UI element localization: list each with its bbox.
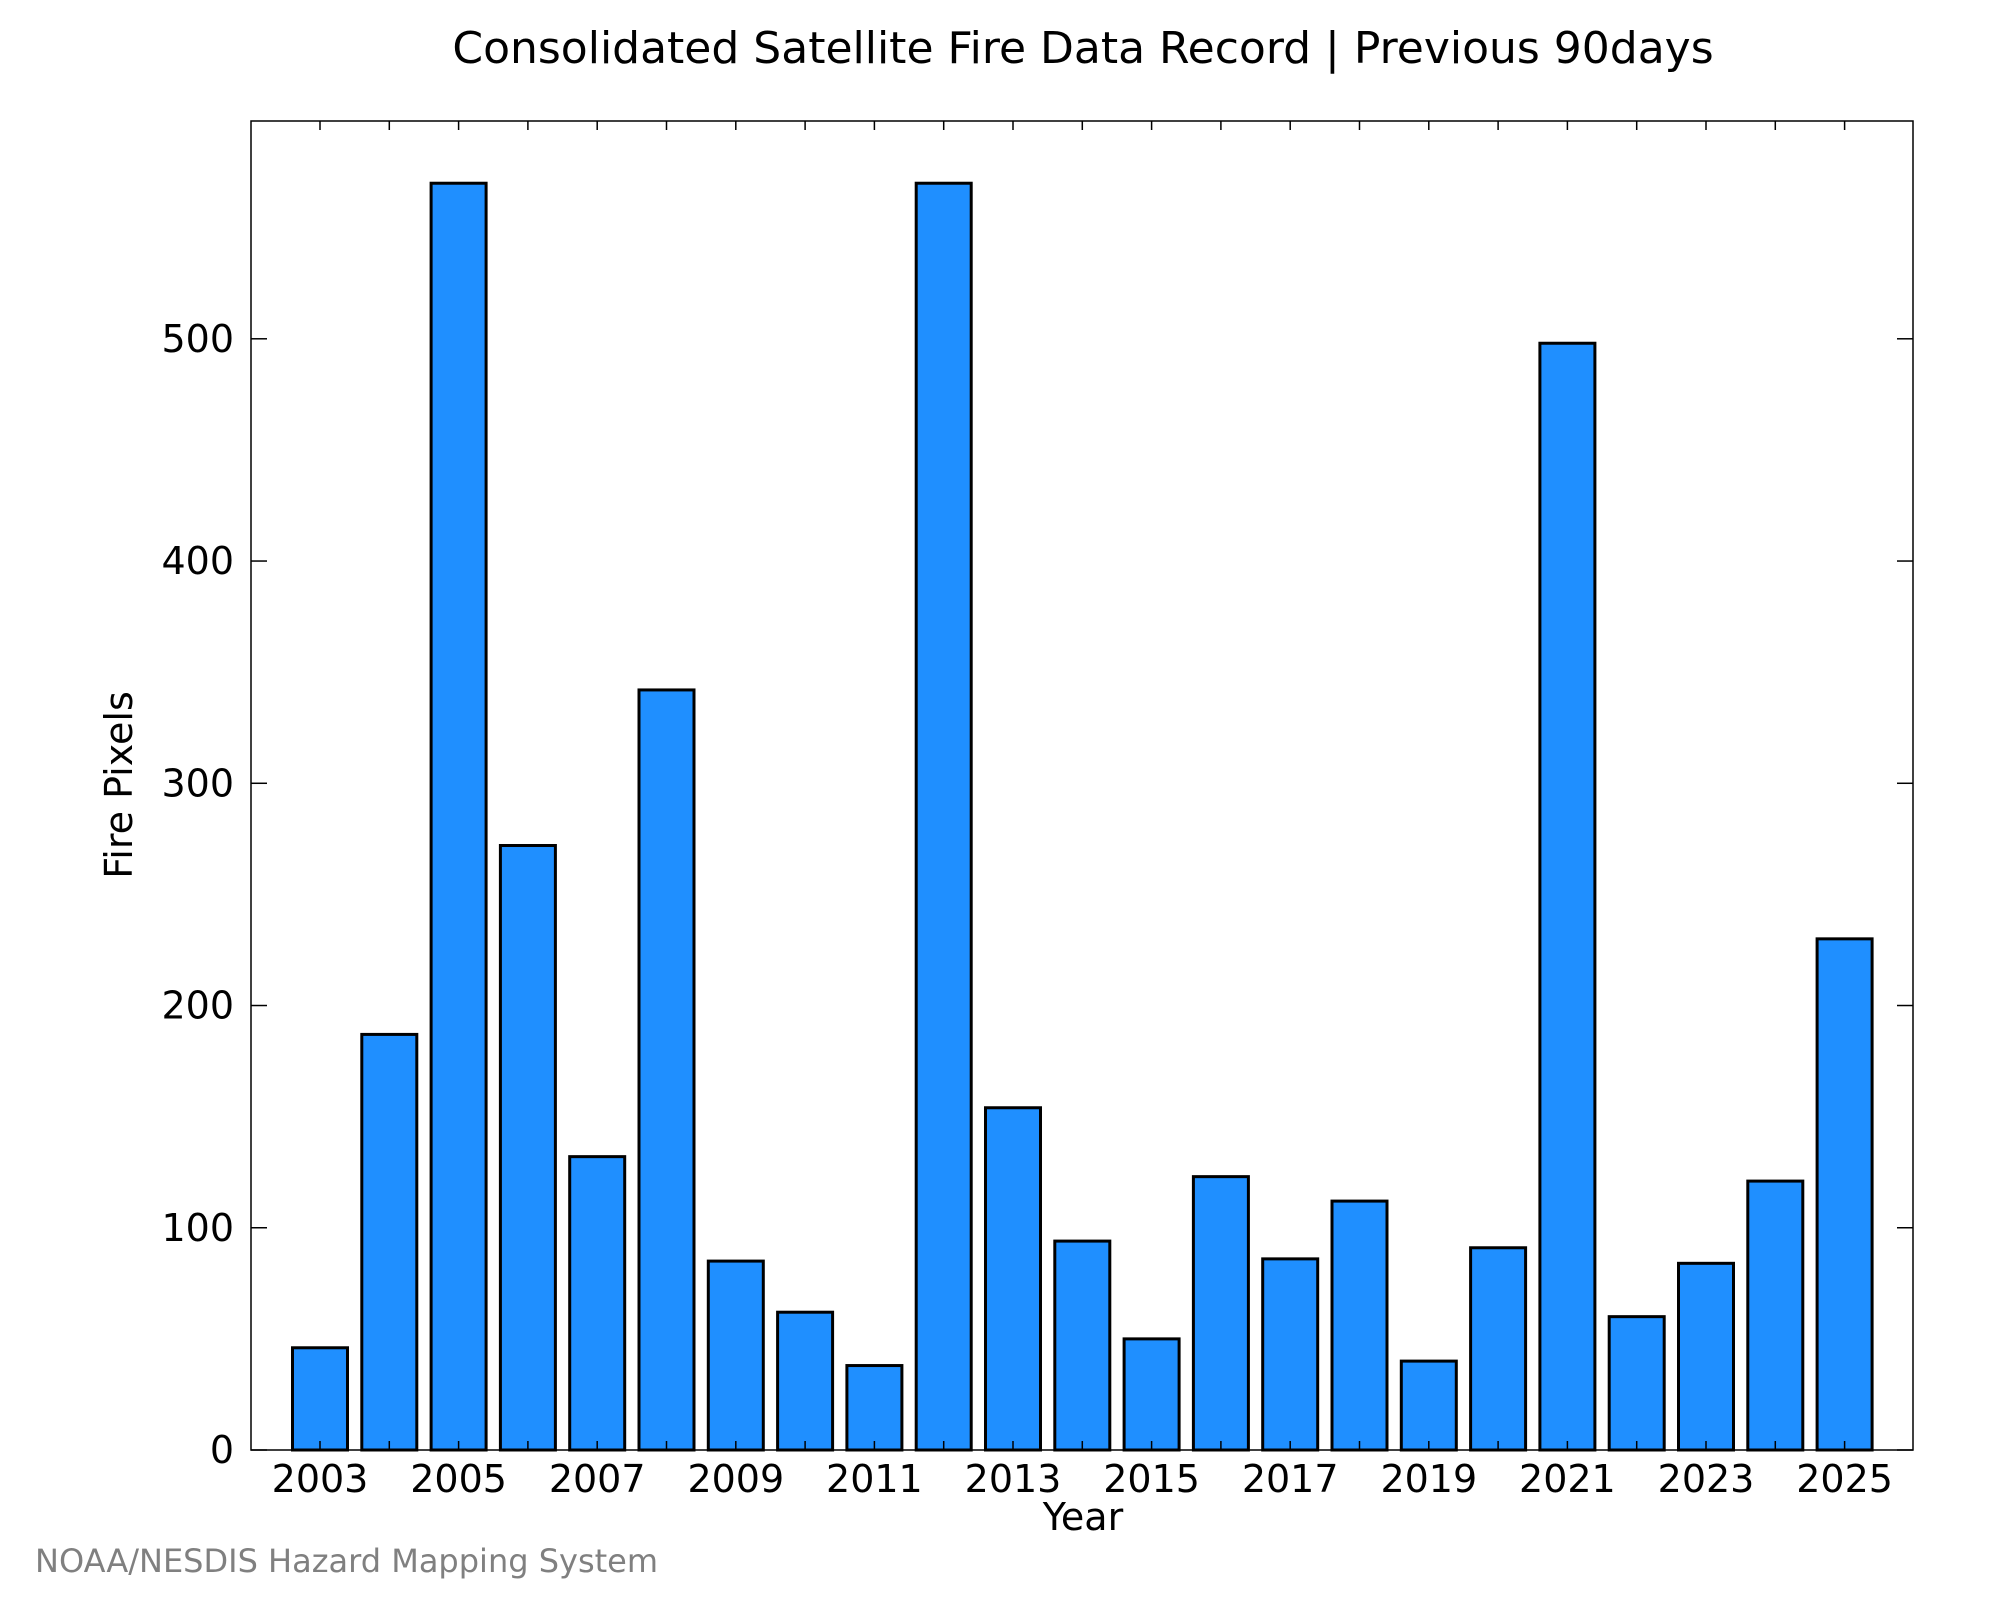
y-tick-label: 300	[161, 761, 234, 805]
x-axis: 2003 2005 2007 2009 2011 2013 2015 2017 2019 2021…	[272, 121, 1893, 1501]
x-tick-label: 2003	[272, 1457, 369, 1501]
x-tick-label: 2021	[1519, 1457, 1616, 1501]
bar-2006	[498, 844, 557, 1452]
bar-2008	[637, 688, 696, 1452]
bars-group	[291, 181, 1874, 1452]
bar-2003	[291, 1346, 349, 1452]
bar-2007	[568, 1155, 627, 1452]
bar-2025	[1815, 937, 1874, 1452]
bar-2010	[776, 1310, 835, 1452]
x-axis-label: Year	[1042, 1495, 1124, 1539]
bar-2020	[1469, 1246, 1528, 1452]
x-tick-label: 2023	[1658, 1457, 1755, 1501]
bar-2016	[1191, 1175, 1250, 1452]
credit-text: NOAA/NESDIS Hazard Mapping System	[35, 1542, 658, 1580]
y-tick-label: 400	[161, 539, 234, 583]
x-tick-label: 2007	[549, 1457, 646, 1501]
bar-2009	[706, 1259, 765, 1452]
bar-2024	[1746, 1179, 1805, 1452]
bar-2004	[360, 1032, 419, 1452]
bar-2017	[1261, 1257, 1320, 1452]
x-tick-label: 2005	[410, 1457, 507, 1501]
y-tick-label: 500	[161, 317, 234, 361]
bar-2011	[845, 1364, 904, 1452]
bar-2019	[1399, 1359, 1458, 1452]
x-tick-label: 2017	[1242, 1457, 1339, 1501]
x-tick-label: 2013	[965, 1457, 1062, 1501]
x-tick-label: 2015	[1103, 1457, 1200, 1501]
y-tick-label: 0	[210, 1428, 234, 1472]
chart-title: Consolidated Satellite Fire Data Record …	[452, 23, 1713, 74]
bar-2013	[984, 1106, 1042, 1452]
bar-2023	[1677, 1261, 1735, 1452]
bar-2014	[1053, 1239, 1112, 1452]
y-axis: 0 100 200 300 400 500	[161, 317, 1913, 1472]
bar-2018	[1330, 1199, 1389, 1452]
y-tick-label: 200	[161, 984, 234, 1028]
bar-2022	[1607, 1315, 1666, 1452]
bar-2012	[914, 181, 973, 1452]
y-tick-label: 100	[161, 1206, 234, 1250]
bar-2021	[1538, 341, 1597, 1452]
x-tick-label: 2019	[1380, 1457, 1477, 1501]
y-axis-label: Fire Pixels	[97, 691, 141, 879]
bar-2015	[1122, 1337, 1181, 1452]
x-tick-label: 2009	[687, 1457, 784, 1501]
x-tick-label: 2011	[826, 1457, 923, 1501]
x-tick-label: 2025	[1796, 1457, 1893, 1501]
bar-2005	[429, 181, 488, 1452]
